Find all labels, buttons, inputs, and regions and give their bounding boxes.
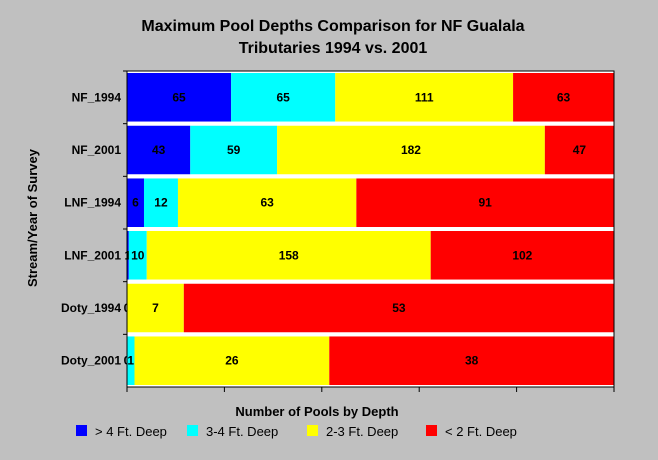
bar-nf-2001-2-ft-deep (544, 125, 614, 175)
y-tick-label-nf-2001: NF_2001 (72, 143, 122, 157)
legend-item-2-3-ft-deep: 2-3 Ft. Deep (307, 424, 398, 439)
bar-nf-1994-2-3-ft-deep (335, 73, 514, 122)
bar-nf-1994-2-ft-deep (513, 73, 614, 122)
bar-doty-1994-2-3-ft-deep (127, 283, 184, 333)
data-label-lnf-1994-2-ft-deep: 91 (478, 196, 492, 210)
bars: 6565111634359182476126391110158102075301… (124, 73, 615, 385)
legend-item-3-4-ft-deep: 3-4 Ft. Deep (187, 424, 278, 439)
data-label-doty-1994-2-ft-deep: 53 (392, 301, 406, 315)
bar-doty-2001-3-4-ft-deep (127, 336, 135, 385)
data-label-lnf-2001-2-ft-deep: 102 (512, 248, 532, 262)
legend-label: 2-3 Ft. Deep (326, 424, 398, 439)
data-label-doty-1994-2-3-ft-deep: 7 (152, 301, 159, 315)
legend-swatch (307, 425, 318, 436)
bar-doty-1994-2-ft-deep (183, 283, 615, 333)
bar-nf-1994-3-4-ft-deep (231, 73, 336, 122)
data-label-lnf-1994-3-4-ft-deep: 12 (154, 196, 168, 210)
chart-title-line-2: Tributaries 1994 vs. 2001 (239, 40, 428, 57)
bar-lnf-1994-2-ft-deep (356, 178, 614, 227)
data-label-lnf-2001-2-3-ft-deep: 158 (279, 248, 299, 262)
x-axis-title: Number of Pools by Depth (235, 404, 398, 419)
data-label-doty-2001-2-ft-deep: 38 (465, 354, 479, 368)
bar-nf-1994-4-ft-deep (127, 73, 232, 122)
data-label-nf-2001-3-4-ft-deep: 59 (227, 143, 241, 157)
y-tick-label-doty-1994: Doty_1994 (61, 301, 121, 315)
bar-doty-2001-2-3-ft-deep (134, 336, 330, 385)
bar-lnf-2001-4-ft-deep (127, 231, 129, 280)
bar-lnf-2001-2-ft-deep (430, 231, 614, 280)
bar-doty-2001-2-ft-deep (329, 336, 614, 385)
legend: > 4 Ft. Deep 3-4 Ft. Deep 2-3 Ft. Deep < 2 … (76, 424, 517, 439)
legend-swatch (76, 425, 87, 436)
bar-lnf-1994-2-3-ft-deep (177, 178, 357, 227)
bar-lnf-1994-4-ft-deep (127, 178, 144, 227)
legend-label: 3-4 Ft. Deep (206, 424, 278, 439)
data-label-doty-2001-3-4-ft-deep: 1 (127, 354, 134, 368)
y-tick-label-doty-2001: Doty_2001 (61, 354, 121, 368)
axes: NF_1994 NF_2001 LNF_1994 LNF_2001 Doty_1994 D… (61, 70, 615, 392)
data-label-nf-1994-2-ft-deep: 63 (557, 90, 571, 104)
data-label-lnf-1994-2-3-ft-deep: 63 (260, 196, 274, 210)
chart-title-line-1: Maximum Pool Depths Comparison for NF Gu… (141, 18, 524, 35)
data-label-nf-1994-3-4-ft-deep: 65 (277, 90, 291, 104)
data-label-nf-2001-2-ft-deep: 47 (573, 143, 587, 157)
data-label-lnf-2001-3-4-ft-deep: 10 (131, 248, 145, 262)
bar-nf-2001-4-ft-deep (127, 125, 191, 175)
legend-swatch (426, 425, 437, 436)
bar-nf-2001-2-3-ft-deep (277, 125, 545, 175)
data-label-nf-1994-2-3-ft-deep: 111 (415, 90, 434, 104)
data-label-nf-2001-2-3-ft-deep: 182 (401, 143, 421, 157)
legend-item-2-ft-deep: < 2 Ft. Deep (426, 424, 517, 439)
bar-lnf-2001-3-4-ft-deep (128, 231, 147, 280)
bar-lnf-2001-2-3-ft-deep (146, 231, 431, 280)
data-label-lnf-2001-4-ft-deep: 1 (125, 248, 132, 262)
legend-label: > 4 Ft. Deep (95, 424, 167, 439)
bar-lnf-1994-3-4-ft-deep (143, 178, 178, 227)
data-label-doty-2001-2-3-ft-deep: 26 (225, 354, 239, 368)
y-tick-label-lnf-2001: LNF_2001 (64, 248, 121, 262)
y-axis-title: Stream/Year of Survey (25, 148, 40, 287)
bar-nf-2001-3-4-ft-deep (190, 125, 278, 175)
data-label-nf-1994-4-ft-deep: 65 (172, 90, 186, 104)
data-label-nf-2001-4-ft-deep: 43 (152, 143, 166, 157)
y-tick-label-nf-1994: NF_1994 (72, 90, 122, 104)
y-tick-label-lnf-1994: LNF_1994 (64, 196, 121, 210)
legend-label: < 2 Ft. Deep (445, 424, 517, 439)
data-label-lnf-1994-4-ft-deep: 6 (132, 196, 139, 210)
legend-swatch (187, 425, 198, 436)
legend-item-4-ft-deep: > 4 Ft. Deep (76, 424, 167, 439)
